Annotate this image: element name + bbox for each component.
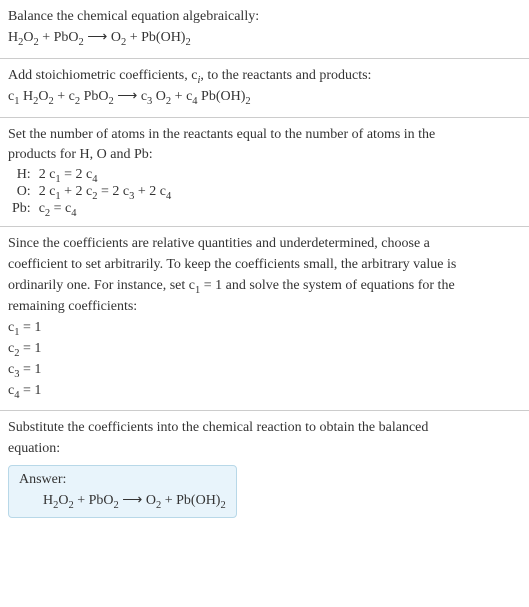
initial-equation: H2O2 + PbO2 ⟶ O2 + Pb(OH)2 — [8, 29, 521, 48]
answer-equation: H2O2 + PbO2 ⟶ O2 + Pb(OH)2 — [19, 492, 226, 509]
answer-intro-l1: Substitute the coefficients into the che… — [8, 419, 521, 438]
balance-row-o: O: 2 c1 + 2 c2 = 2 c3 + 2 c4 — [8, 184, 175, 201]
balance-equations-table: H: 2 c1 = 2 c4 O: 2 c1 + 2 c2 = 2 c3 + 2… — [8, 167, 175, 218]
section-stoichiometric: Add stoichiometric coefficients, ci, to … — [0, 59, 529, 118]
solve-p3: ordinarily one. For instance, set c1 = 1… — [8, 277, 521, 296]
coeff-c1: c1 = 1 — [8, 319, 521, 338]
balance-intro-l2: products for H, O and Pb: — [8, 146, 521, 165]
answer-title: Answer: — [19, 472, 226, 488]
section-answer: Substitute the coefficients into the che… — [0, 411, 529, 526]
intro-text: Balance the chemical equation algebraica… — [8, 8, 521, 27]
solve-p2: coefficient to set arbitrarily. To keep … — [8, 256, 521, 275]
section-intro: Balance the chemical equation algebraica… — [0, 0, 529, 59]
answer-intro-l2: equation: — [8, 440, 521, 459]
stoich-equation: c1 H2O2 + c2 PbO2 ⟶ c3 O2 + c4 Pb(OH)2 — [8, 88, 521, 107]
section-solve: Since the coefficients are relative quan… — [0, 227, 529, 411]
answer-box: Answer: H2O2 + PbO2 ⟶ O2 + Pb(OH)2 — [8, 465, 237, 518]
balance-intro-l1: Set the number of atoms in the reactants… — [8, 126, 521, 145]
section-atom-balance: Set the number of atoms in the reactants… — [0, 118, 529, 228]
stoich-intro: Add stoichiometric coefficients, ci, to … — [8, 67, 521, 86]
coeff-c3: c3 = 1 — [8, 361, 521, 380]
solve-p4: remaining coefficients: — [8, 298, 521, 317]
balance-row-h: H: 2 c1 = 2 c4 — [8, 167, 175, 184]
balance-row-pb: Pb: c2 = c4 — [8, 201, 175, 218]
coeff-c4: c4 = 1 — [8, 382, 521, 401]
solve-p1: Since the coefficients are relative quan… — [8, 235, 521, 254]
coeff-c2: c2 = 1 — [8, 340, 521, 359]
